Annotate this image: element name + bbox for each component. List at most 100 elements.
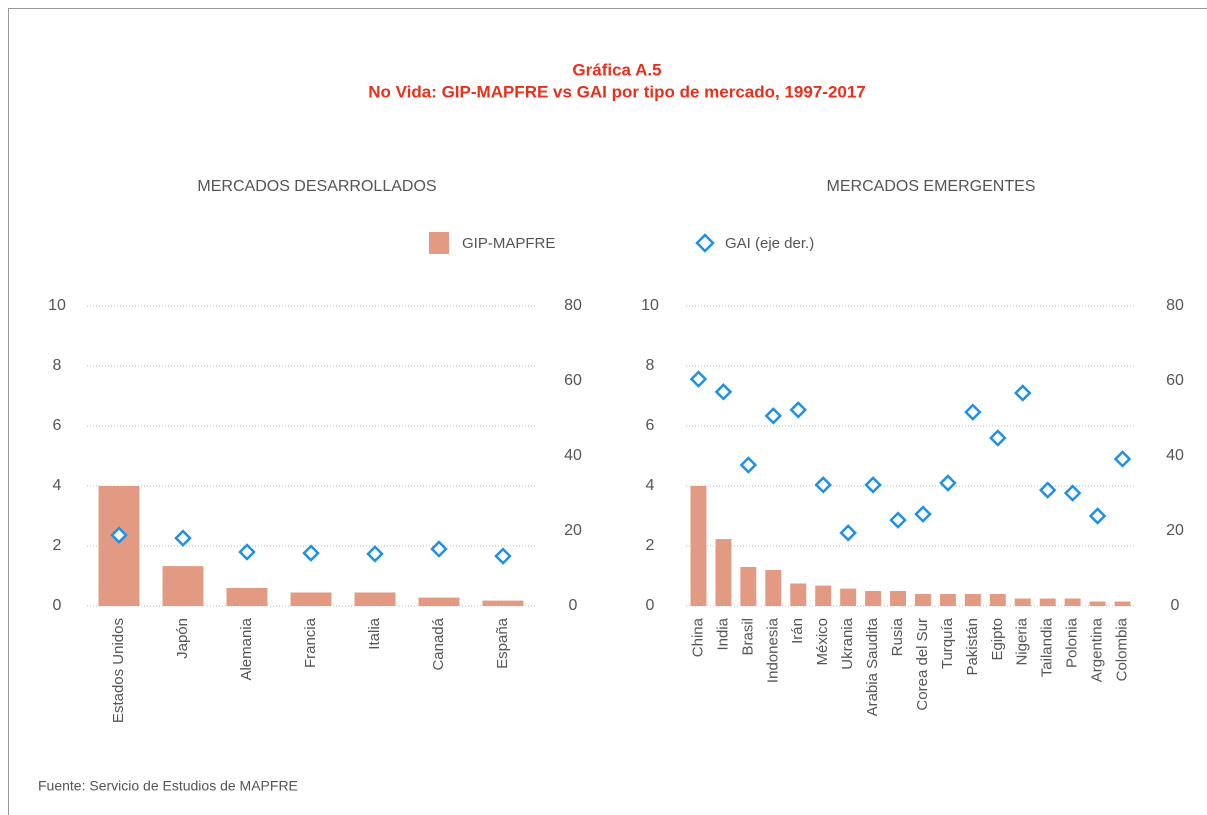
marker <box>1063 484 1082 502</box>
bar <box>715 539 732 606</box>
x-tick-label: Rusia <box>889 617 906 656</box>
y2-tick-label: 80 <box>1166 297 1184 314</box>
x-tick-label: China <box>689 617 706 657</box>
x-tick-label: Italia <box>366 617 383 649</box>
marker <box>302 544 320 562</box>
bar <box>939 594 956 606</box>
marker <box>494 547 512 565</box>
x-tick-label: España <box>494 617 511 669</box>
x-tick-label: Alemania <box>238 617 255 680</box>
y2-tick-label: 60 <box>1166 372 1184 389</box>
marker <box>764 407 783 425</box>
marker <box>1038 481 1057 499</box>
marker <box>914 505 932 523</box>
bar <box>1089 601 1106 606</box>
frame <box>8 8 1207 815</box>
x-tick-label: Japón <box>174 618 191 659</box>
x-tick-label: Polonia <box>1064 617 1081 668</box>
legend-label: GIP-MAPFRE <box>462 235 555 252</box>
bar <box>740 567 757 606</box>
marker <box>789 401 808 419</box>
legend-swatch <box>429 232 449 254</box>
panel-title: MERCADOS EMERGENTES <box>827 178 1036 195</box>
y-tick-label: 10 <box>641 297 659 314</box>
x-tick-label: India <box>714 617 731 650</box>
x-tick-label: Tailandia <box>1039 617 1056 677</box>
x-tick-label: Indonesia <box>764 617 781 683</box>
x-tick-label: Brasil <box>739 618 756 656</box>
x-tick-label: Egipto <box>989 618 1006 661</box>
chart-subtitle: No Vida: GIP-MAPFRE vs GAI por tipo de m… <box>368 82 866 101</box>
chart-title: Gráfica A.5 <box>572 60 661 79</box>
panel-title: MERCADOS DESARROLLADOS <box>197 178 436 195</box>
y-tick-label: 2 <box>646 537 655 554</box>
bar <box>914 594 931 606</box>
x-tick-label: Colombia <box>1113 617 1130 681</box>
x-tick-label: Francia <box>302 617 319 668</box>
bar <box>482 600 524 606</box>
marker <box>739 456 758 474</box>
bar <box>865 591 882 606</box>
bar <box>418 597 460 606</box>
marker <box>1088 507 1107 525</box>
legend-swatch <box>695 233 715 253</box>
marker <box>430 540 448 558</box>
bar <box>162 566 204 606</box>
bar <box>964 594 981 606</box>
x-tick-label: Corea del Sur <box>914 618 931 711</box>
marker <box>238 543 256 561</box>
bar <box>1114 601 1131 606</box>
y-tick-label: 0 <box>646 597 655 614</box>
x-tick-label: Arabia Saudita <box>864 617 881 716</box>
x-tick-label: Canadá <box>430 617 447 670</box>
marker <box>1013 384 1032 402</box>
x-tick-label: Ukrania <box>839 617 856 669</box>
bar <box>840 588 857 606</box>
bar <box>226 588 268 606</box>
bar <box>290 592 332 606</box>
y-tick-label: 4 <box>53 477 62 494</box>
marker <box>864 476 882 494</box>
y-tick-label: 10 <box>48 297 66 314</box>
y2-tick-label: 60 <box>564 372 582 389</box>
y-tick-label: 8 <box>646 357 655 374</box>
y2-tick-label: 80 <box>564 297 582 314</box>
bar <box>1039 598 1056 606</box>
bar <box>989 594 1006 606</box>
y-tick-label: 6 <box>53 417 62 434</box>
y-tick-label: 2 <box>53 537 62 554</box>
y2-tick-label: 40 <box>1166 447 1184 464</box>
x-tick-label: Irán <box>789 618 806 644</box>
y-tick-label: 6 <box>646 417 655 434</box>
marker <box>110 526 128 544</box>
y2-tick-label: 20 <box>564 522 582 539</box>
bar <box>1014 598 1031 606</box>
marker <box>964 403 982 421</box>
source: Fuente: Servicio de Estudios de MAPFRE <box>38 778 298 794</box>
marker <box>989 429 1007 447</box>
bar <box>890 591 907 606</box>
y-tick-label: 4 <box>646 477 655 494</box>
y-tick-label: 8 <box>53 357 62 374</box>
marker <box>1113 450 1132 468</box>
x-tick-label: Estados Unidos <box>110 618 127 723</box>
x-tick-label: México <box>814 618 831 666</box>
y2-tick-label: 0 <box>1171 597 1180 614</box>
marker <box>814 476 832 494</box>
bar <box>765 570 782 606</box>
marker <box>839 524 857 542</box>
y-tick-label: 0 <box>53 597 62 614</box>
y2-tick-label: 20 <box>1166 522 1184 539</box>
y2-tick-label: 40 <box>564 447 582 464</box>
bar <box>815 585 832 606</box>
marker <box>889 511 907 529</box>
x-tick-label: Argentina <box>1089 617 1106 682</box>
bar <box>690 486 707 606</box>
legend-label: GAI (eje der.) <box>725 235 814 252</box>
bar <box>98 486 140 606</box>
bar <box>354 592 396 606</box>
x-tick-label: Pakistán <box>964 618 981 676</box>
x-tick-label: Nigeria <box>1014 617 1031 665</box>
marker <box>714 383 733 401</box>
